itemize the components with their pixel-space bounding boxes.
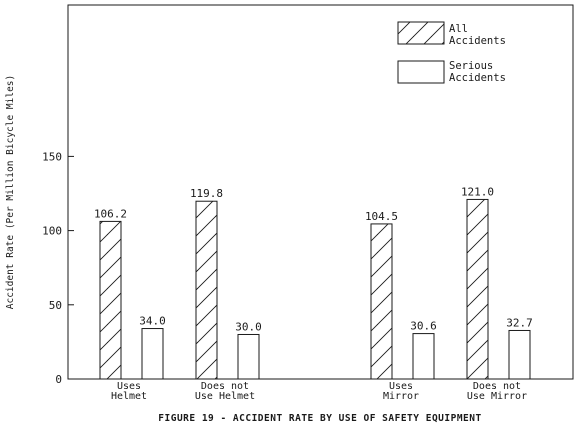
bar-series0-cat3 [466, 198, 489, 380]
figure-caption: FIGURE 19 - ACCIDENT RATE BY USE OF SAFE… [158, 413, 481, 424]
category-label: Uses Mirror [383, 381, 419, 402]
category-labels: Uses Helmet Does not Use Helmet Uses Mirror Do… [111, 381, 527, 402]
y-tick-label: 0 [55, 373, 62, 386]
bar-series0-cat1 [195, 200, 218, 380]
data-label-series1-cat2: 30.6 [410, 320, 437, 333]
data-labels: 106.2 119.8 104.5 121.0 34.0 30.0 30.6 32.7 [94, 185, 533, 333]
bar-series0-cat0 [99, 220, 122, 380]
category-label: Does not Use Mirror [467, 381, 527, 402]
legend-swatch-all-accidents [397, 21, 445, 45]
legend-swatch-serious-accidents [397, 60, 445, 84]
data-label-series0-cat2: 104.5 [365, 210, 398, 223]
data-label-series0-cat0: 106.2 [94, 207, 127, 220]
y-tick-label: 100 [42, 225, 62, 238]
bar-series0-cat2 [370, 223, 393, 380]
bar-series1-cat2 [412, 333, 435, 380]
data-label-series1-cat0: 34.0 [139, 315, 166, 328]
data-label-series1-cat3: 32.7 [506, 316, 533, 329]
bars [99, 198, 531, 380]
data-label-series1-cat1: 30.0 [235, 320, 262, 333]
y-tick-label: 50 [49, 299, 62, 312]
y-tick-label: 150 [42, 150, 62, 163]
category-label: Does not Use Helmet [195, 381, 255, 402]
category-label: Uses Helmet [111, 381, 147, 402]
y-axis-title: Accident Rate (Per Million Bicycle Miles… [5, 75, 16, 310]
y-axis-ticks: 0 50 100 150 [42, 150, 74, 386]
bar-series1-cat3 [508, 329, 531, 380]
legend-label-all-accidents: All Accidents [449, 23, 506, 47]
bar-series1-cat1 [237, 333, 260, 380]
data-label-series0-cat1: 119.8 [190, 187, 223, 200]
plot-frame [67, 4, 574, 380]
data-label-series0-cat3: 121.0 [461, 185, 494, 198]
legend: All Accidents Serious Accidents [397, 21, 506, 84]
legend-label-serious-accidents: Serious Accidents [449, 60, 506, 84]
bar-series1-cat0 [141, 328, 164, 380]
